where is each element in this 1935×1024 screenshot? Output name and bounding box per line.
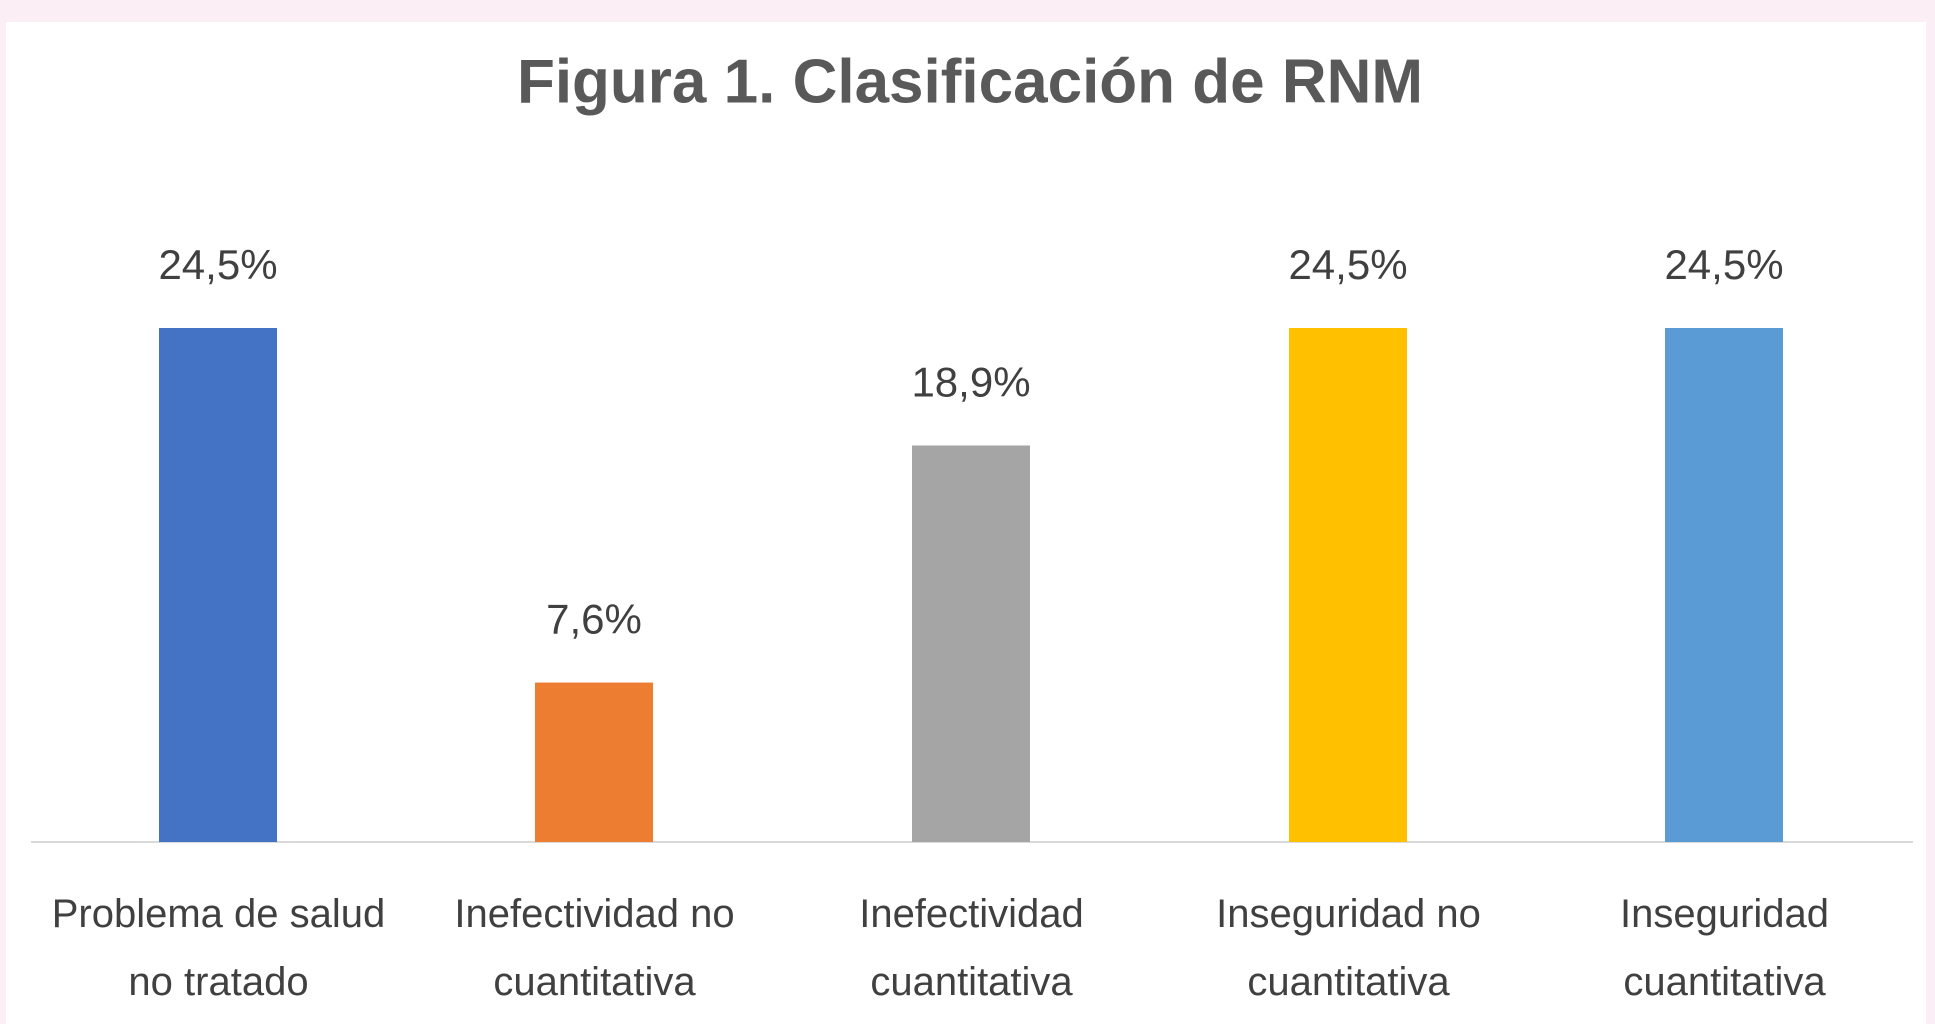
x-tick-label: Inefectividad cuantitativa <box>859 892 1084 1004</box>
bar <box>159 328 277 842</box>
x-tick-label: Inseguridad cuantitativa <box>1619 892 1830 1004</box>
data-label: 7,6% <box>546 596 642 643</box>
bar <box>912 445 1030 842</box>
chart: Figura 1. Clasificación de RNM 24,5% 7,6%… <box>31 47 1913 843</box>
bar <box>1289 328 1407 842</box>
bar <box>535 682 653 842</box>
data-label: 24,5% <box>1664 241 1783 288</box>
chart-panel: Figura 1. Clasificación de RNM 24,5% 7,6%… <box>6 22 1926 1024</box>
data-label: 24,5% <box>158 241 277 288</box>
bar <box>1665 328 1783 842</box>
x-tick-label: Inseguridad no cuantitativa <box>1216 892 1481 1004</box>
data-label: 18,9% <box>911 359 1030 406</box>
chart-title: Figura 1. Clasificación de RNM <box>517 47 1423 116</box>
x-tick-label: Problema de salud no tratado <box>51 892 386 1004</box>
data-label: 24,5% <box>1288 241 1407 288</box>
x-tick-label: Inefectividad no cuantitativa <box>454 892 735 1004</box>
